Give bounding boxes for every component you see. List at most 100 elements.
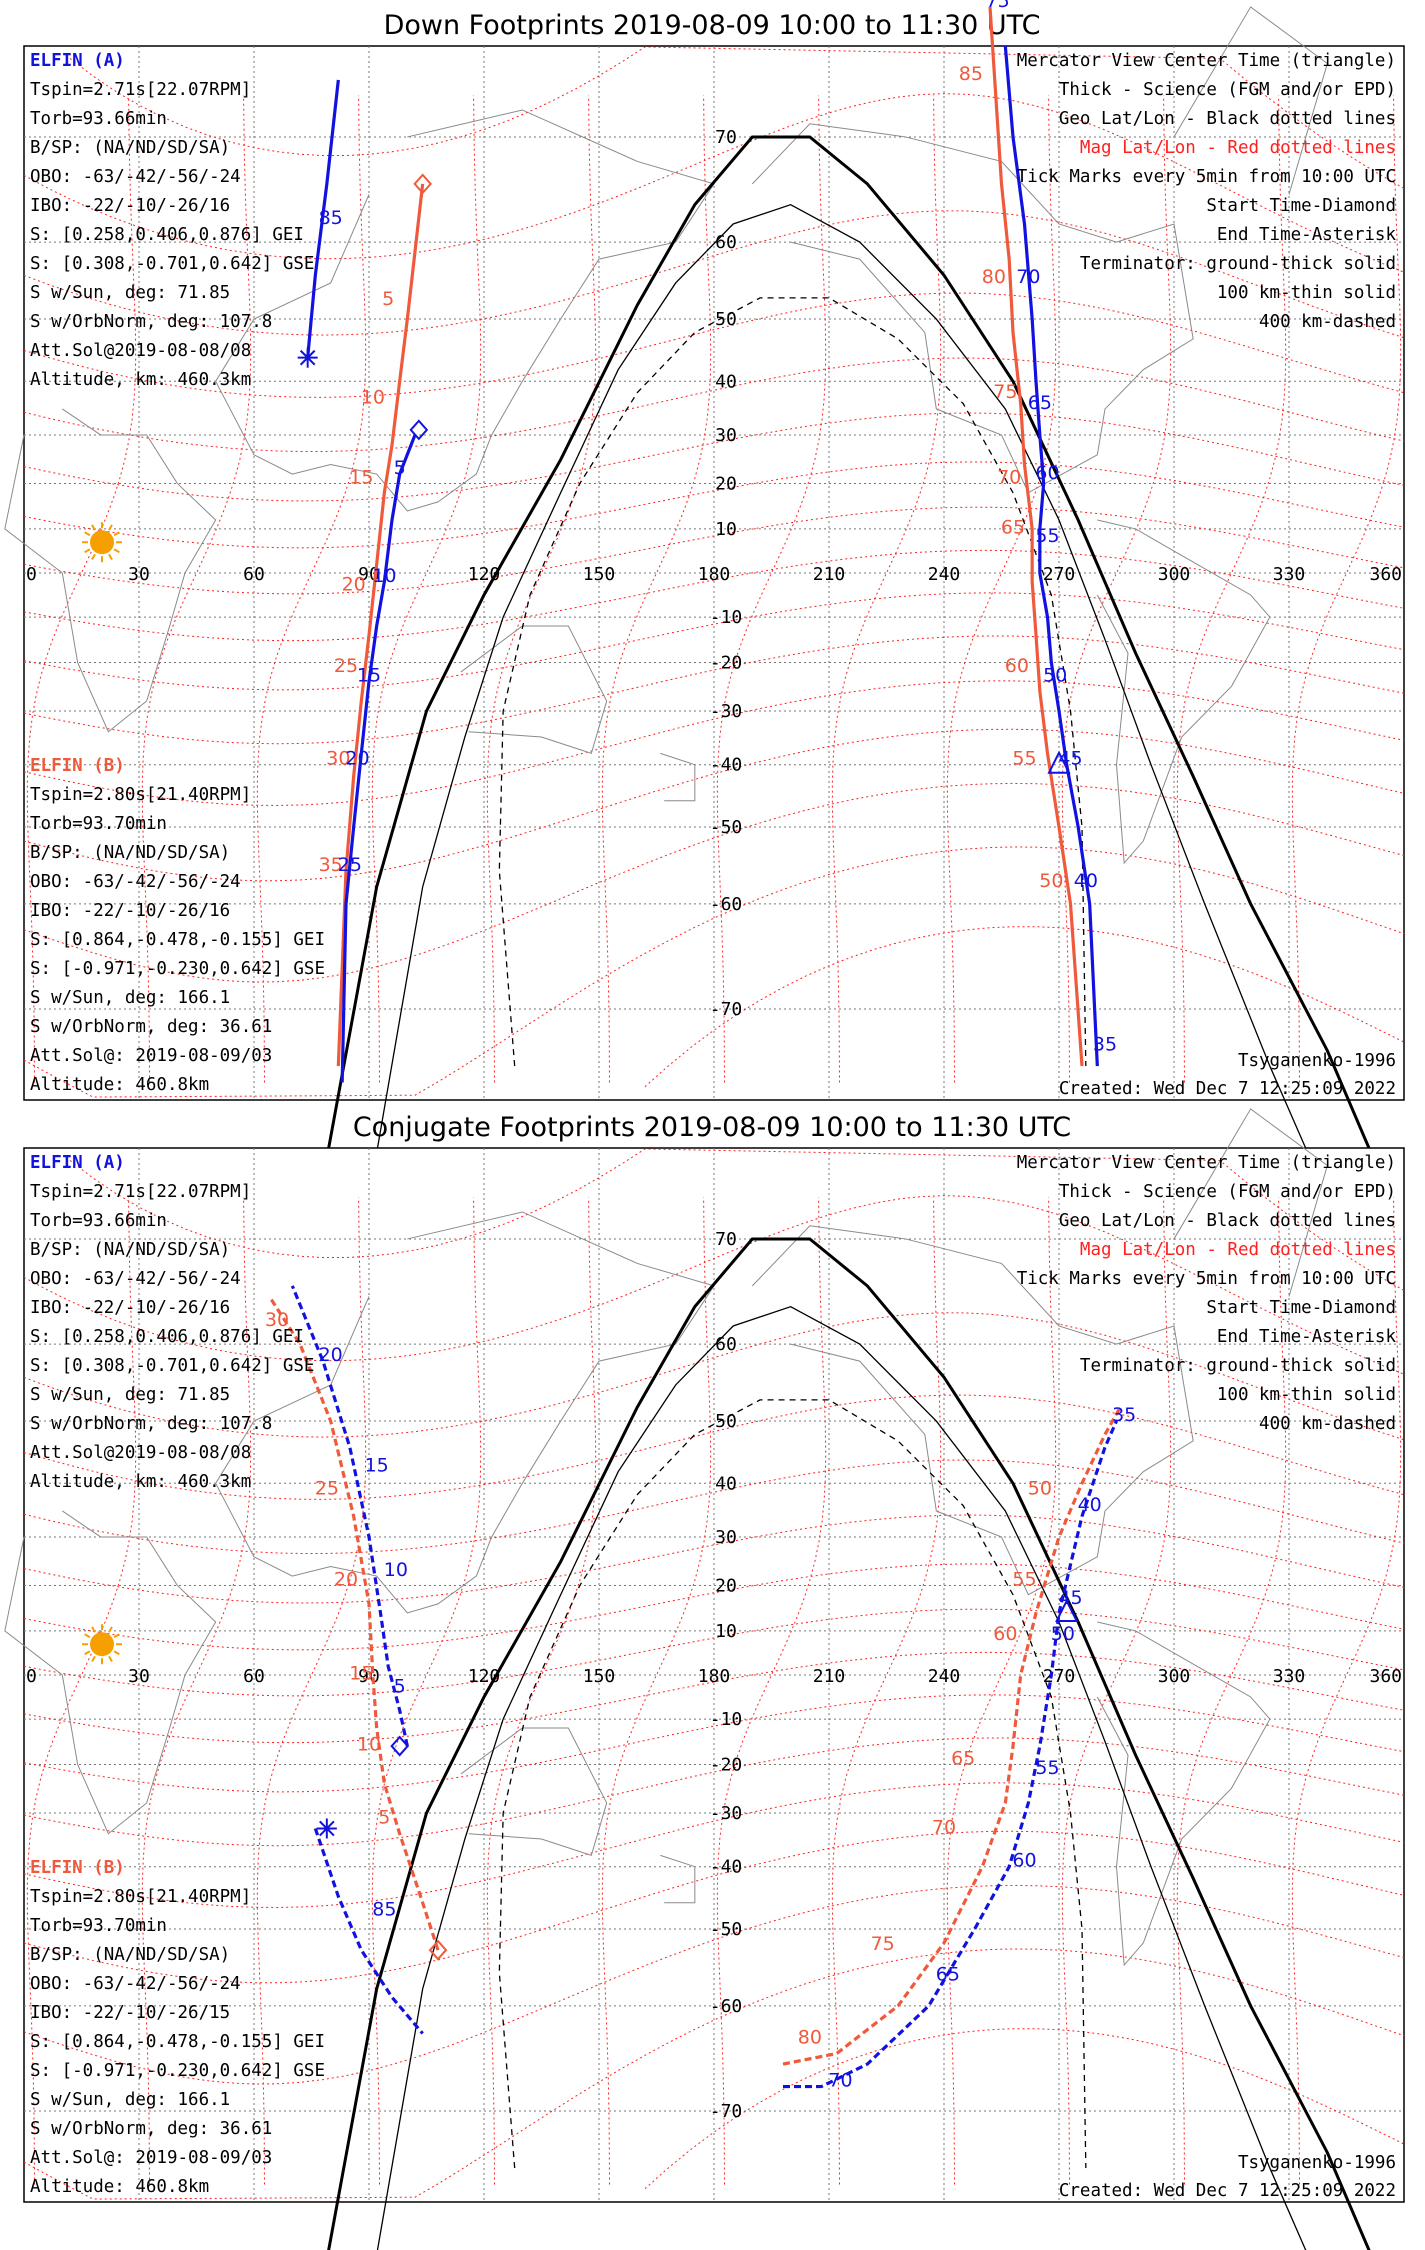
info-line: S w/Sun, deg: 71.85	[30, 283, 230, 303]
elfin-a-tick-label: 15	[357, 664, 381, 686]
mag-meridian	[831, 1197, 942, 2185]
lat-tick-label: -10	[710, 607, 743, 628]
x-tick-label: 300	[1158, 564, 1191, 585]
legend-line: Geo Lat/Lon - Black dotted lines	[1059, 1211, 1396, 1231]
info-line: B/SP: (NA/ND/SD/SA)	[30, 1240, 230, 1260]
mag-parallel	[23, 1694, 1405, 1793]
coastline	[4, 408, 217, 733]
model-label: Tsyganenko-1996	[1238, 1051, 1396, 1071]
lat-tick-label: -40	[710, 1857, 743, 1878]
mag-parallel	[23, 782, 1405, 983]
elfin-a-tick-label: 35	[1112, 1404, 1136, 1426]
mag-meridian	[716, 95, 827, 1083]
elfin-a-tick-label: 85	[372, 1899, 396, 1921]
terminator-100km-line	[360, 203, 1348, 1242]
created-timestamp: Created: Wed Dec 7 12:25:09 2022	[1059, 2181, 1396, 2201]
x-tick-label: 270	[1043, 564, 1076, 585]
info-line: S: [0.864,-0.478,-0.155] GEI	[30, 930, 325, 950]
mag-meridian	[486, 95, 597, 1083]
mag-parallel	[23, 1514, 1405, 1604]
legend-line: Geo Lat/Lon - Black dotted lines	[1059, 109, 1396, 129]
start-diamond-icon	[409, 419, 429, 441]
legend-line: Terminator: ground-thick solid	[1080, 254, 1396, 274]
elfin-a-tick-label: 45	[1058, 1587, 1082, 1609]
sun-ray	[113, 1650, 120, 1656]
mag-meridian	[831, 95, 942, 1083]
x-tick-label: 30	[128, 1666, 150, 1687]
elfin-a-tick-label: 10	[384, 1559, 408, 1581]
lat-tick-label: 70	[715, 1229, 737, 1250]
info-line: B/SP: (NA/ND/SD/SA)	[30, 843, 230, 863]
x-tick-label: 0	[26, 564, 37, 585]
elfin-a-footprint-line	[1003, 45, 1099, 1067]
legend-line: 100 km-thin solid	[1217, 1385, 1396, 1405]
mag-meridian	[1061, 95, 1172, 1083]
info-line: Torb=93.70min	[30, 1916, 167, 1936]
legend-line: Start Time-Diamond	[1206, 1298, 1396, 1318]
elfin-a-tick-label: 40	[1074, 870, 1098, 892]
mag-parallel	[23, 846, 1405, 1098]
elfin-b-tick-label: 80	[982, 266, 1006, 288]
elfin-b-footprint-line	[336, 183, 425, 1067]
info-line: S: [0.258,0.406,0.876] GEI	[30, 225, 304, 245]
info-line: S: [0.308,-0.701,0.642] GSE	[30, 1356, 314, 1376]
legend-line: Mag Lat/Lon - Red dotted lines	[1080, 138, 1396, 158]
mag-meridian	[716, 1197, 827, 2185]
legend-line: Mercator View Center Time (triangle)	[1017, 1153, 1396, 1173]
satellite-name: ELFIN (A)	[30, 1153, 125, 1173]
down-footprints-panel: Down Footprints 2019-08-09 10:00 to 11:3…	[4, 0, 1405, 1242]
info-line: Att.Sol@2019-08-08/08	[30, 341, 251, 361]
lat-tick-label: -50	[710, 1919, 743, 1940]
terminator-100km-line	[376, 1305, 1307, 2250]
elfin-a-tick-label: 75	[986, 0, 1010, 12]
x-tick-label: 360	[1369, 564, 1402, 585]
elfin-a-tick-label: 5	[394, 457, 406, 479]
x-tick-label: 120	[468, 1666, 501, 1687]
mag-parallel	[23, 1563, 1405, 1651]
x-tick-label: 330	[1273, 564, 1306, 585]
lat-tick-label: 40	[715, 1473, 737, 1494]
mag-parallel	[23, 592, 1405, 691]
legend: Mercator View Center Time (triangle) Thic…	[1017, 1153, 1397, 1434]
sun-ray	[91, 1655, 96, 1663]
satellite-name: ELFIN (B)	[30, 756, 125, 776]
mag-meridian	[1061, 1197, 1172, 2185]
elfin-a-tick-label: 5	[394, 1676, 406, 1698]
lat-tick-label: 10	[715, 519, 737, 540]
lat-tick-label: 10	[715, 1621, 737, 1642]
info-line: Att.Sol@: 2019-08-09/03	[30, 1046, 272, 1066]
coastline	[1173, 1108, 1328, 1297]
x-tick-label: 180	[698, 1666, 731, 1687]
asterisk-stroke	[319, 1820, 335, 1837]
elfin-b-footprint-line	[988, 6, 1084, 1067]
mag-parallel	[23, 1195, 1405, 1375]
sun-ray	[84, 1633, 91, 1639]
info-line: Torb=93.70min	[30, 814, 167, 834]
lat-tick-label: -70	[710, 2101, 743, 2122]
lat-tick-label: -60	[710, 894, 743, 915]
elfin-a-tick-label: 60	[1012, 1850, 1036, 1872]
terminator-ground-line	[310, 135, 1387, 1242]
x-tick-label: 150	[583, 1666, 616, 1687]
mag-parallel	[23, 1651, 1405, 1744]
x-tick-label: 60	[243, 564, 265, 585]
elfin-a-tick-label: 50	[1051, 1623, 1075, 1645]
x-tick-label: 330	[1273, 1666, 1306, 1687]
sun-ray	[91, 524, 96, 531]
elfin-b-tick-label: 75	[993, 381, 1017, 403]
elfin-b-tick-label: 55	[1012, 1568, 1036, 1590]
elfin-b-tick-label: 80	[798, 2026, 822, 2048]
sun-disk	[90, 1632, 114, 1657]
sun-ray	[113, 1633, 120, 1639]
terminator-ground-line	[327, 1237, 1371, 2250]
lat-tick-label: 60	[715, 1334, 737, 1355]
coastline	[215, 109, 715, 512]
sun-icon	[82, 1624, 122, 1665]
x-tick-label: 150	[583, 564, 616, 585]
lat-tick-label: -10	[710, 1709, 743, 1730]
info-line: Altitude: 460.8km	[30, 2177, 209, 2197]
created-timestamp: Created: Wed Dec 7 12:25:09 2022	[1059, 1079, 1396, 1099]
mag-meridian	[1291, 95, 1402, 1083]
elfin-b-info: ELFIN (B) Tspin=2.80s[21.40RPM] Torb=93.70…	[30, 756, 325, 1095]
elfin-b-tick-label: 60	[1005, 655, 1029, 677]
